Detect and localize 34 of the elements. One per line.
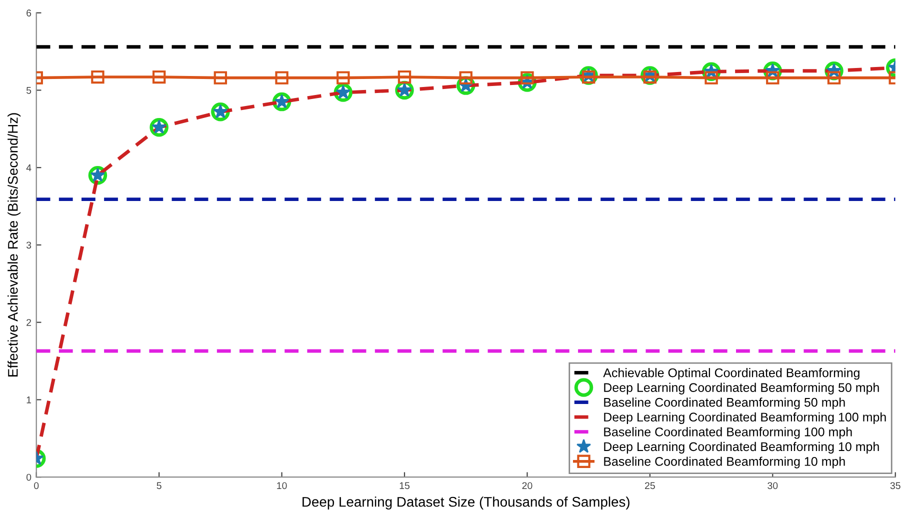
point [150, 118, 168, 137]
point [275, 71, 288, 84]
x-tick-label: 0 [34, 482, 39, 490]
legend-label: Achievable Optimal Coordinated Beamforming [603, 368, 860, 380]
y-tick-label: 1 [26, 396, 32, 404]
y-tick-label: 4 [26, 164, 32, 172]
x-tick-label: 25 [645, 482, 655, 490]
x-tick-label: 15 [400, 482, 410, 490]
y-tick-label: 3 [26, 242, 32, 249]
x-tick-label: 30 [768, 482, 778, 490]
legend-label: Deep Learning Coordinated Beamforming 100 mph [604, 412, 886, 424]
x-tick-label: 20 [522, 482, 532, 490]
legend-label: Baseline Coordinated Beamforming 50 mph [604, 398, 845, 410]
y-tick-label: 2 [26, 319, 32, 326]
x-tick-label: 35 [890, 482, 900, 490]
y-tick-label: 5 [26, 87, 32, 94]
point [334, 83, 353, 102]
point [91, 70, 104, 84]
point [211, 102, 230, 122]
x-axis-title: Deep Learning Dataset Size (Thousands of Samples) [302, 496, 630, 510]
y-tick-label: 0 [26, 474, 32, 481]
point [152, 70, 166, 84]
point [398, 70, 412, 84]
y-axis-title: Effective Achievable Rate (Bits/Second/Hz) [8, 113, 21, 376]
point [459, 71, 472, 84]
legend-label: Deep Learning Coordinated Beamforming 10 mph [604, 442, 879, 454]
y-tick-label: 6 [26, 10, 32, 16]
point [336, 71, 350, 84]
x-tick-label: 5 [156, 482, 162, 490]
point [214, 71, 228, 84]
legend-label: Baseline Coordinated Beamforming 10 mph [604, 456, 845, 468]
legend-label: Baseline Coordinated Beamforming 100 mph [604, 427, 852, 439]
x-tick-label: 10 [277, 482, 287, 490]
legend-label: Deep Learning Coordinated Beamforming 50 mph [604, 382, 879, 394]
